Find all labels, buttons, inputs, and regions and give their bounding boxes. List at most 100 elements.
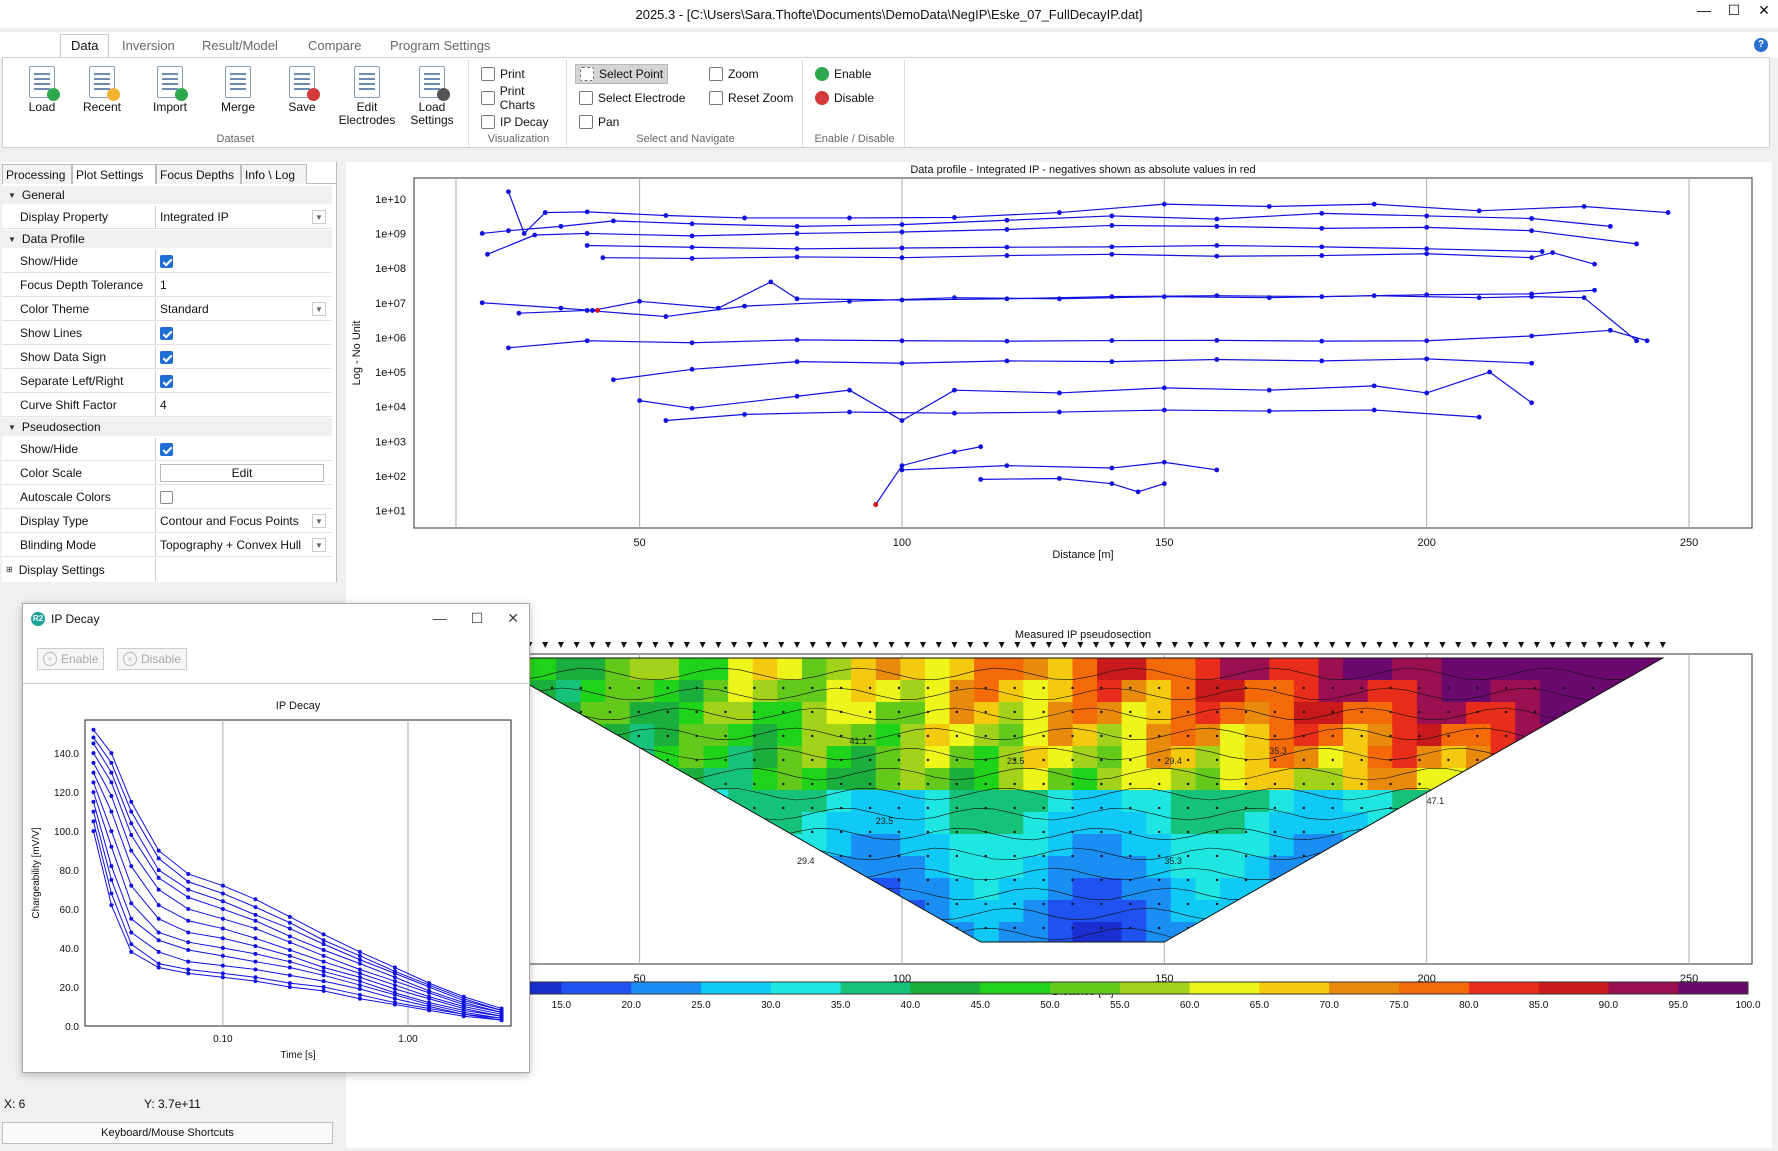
zoom-button[interactable]: Zoom	[705, 64, 763, 84]
electrode-marker	[668, 642, 675, 648]
recent-button[interactable]: Recent	[73, 66, 131, 114]
profile-series-line	[587, 244, 1543, 253]
chevron-down-icon[interactable]: ▼	[312, 210, 326, 224]
profile-y-tick: 1e+05	[375, 367, 406, 379]
contour-cell	[728, 724, 754, 747]
ip-decay-point	[129, 942, 134, 947]
contour-cell	[900, 724, 926, 747]
focus-point	[839, 782, 843, 786]
tab-compare[interactable]: Compare	[308, 38, 362, 53]
ip-decay-button[interactable]: IP Decay	[477, 112, 552, 132]
tab-plot-settings[interactable]: Plot Settings	[72, 164, 156, 184]
close-icon[interactable]: ✕	[507, 610, 519, 626]
select-electrode-button[interactable]: Select Electrode	[575, 88, 689, 108]
contour-cell	[1490, 658, 1517, 681]
ps-show-hide-checkbox[interactable]	[160, 442, 173, 456]
ip-decay-toolbar: + Enable × Disable	[23, 634, 529, 684]
load-button[interactable]: Load	[13, 66, 71, 114]
edit-electrodes-button[interactable]: Edit Electrodes	[338, 66, 396, 127]
color-scale-edit-button[interactable]: Edit	[160, 464, 324, 482]
focus-point	[1244, 854, 1248, 858]
select-point-button[interactable]: Select Point	[575, 64, 669, 84]
print-charts-button[interactable]: Print Charts	[477, 84, 566, 112]
minimize-icon[interactable]: —	[1697, 2, 1711, 18]
focus-point	[1129, 854, 1132, 858]
save-button[interactable]: Save	[273, 66, 331, 114]
chevron-down-icon[interactable]: ▼	[312, 538, 326, 552]
ip-decay-chart[interactable]: IP Decay 0.10 1.00 0.0 20.0 40.0 60.0 80.0 100.0…	[23, 684, 529, 1072]
disable-button[interactable]: Disable	[811, 88, 878, 108]
focus-point	[984, 734, 987, 738]
tab-info-log[interactable]: Info \ Log	[241, 164, 307, 184]
tab-inversion[interactable]: Inversion	[122, 38, 175, 53]
merge-button[interactable]: Merge	[209, 66, 267, 114]
print-button[interactable]: Print	[477, 64, 529, 84]
ip-decay-point	[287, 973, 292, 978]
focus-depth-tolerance-label: Focus Depth Tolerance	[2, 274, 156, 296]
display-property-dropdown[interactable]: Integrated IP ▼	[156, 206, 332, 228]
ip-enable-button[interactable]: + Enable	[37, 648, 105, 670]
maximize-icon[interactable]: ☐	[1727, 2, 1741, 18]
focus-point	[1215, 710, 1219, 714]
tab-processing[interactable]: Processing	[2, 164, 72, 184]
pan-button[interactable]: Pan	[575, 112, 623, 132]
maximize-icon[interactable]: ☐	[470, 610, 484, 626]
profile-data-point	[1592, 261, 1597, 267]
profile-data-point	[1529, 400, 1535, 406]
focus-point	[868, 806, 872, 810]
contour-cell	[1023, 768, 1049, 791]
tab-focus-depths[interactable]: Focus Depths	[156, 164, 241, 184]
chevron-down-icon[interactable]: ▼	[312, 514, 326, 528]
profile-data-point	[637, 298, 643, 304]
reset-zoom-button[interactable]: Reset Zoom	[705, 88, 797, 108]
ip-decay-point	[109, 751, 114, 756]
focus-point	[1389, 806, 1392, 810]
help-icon[interactable]: ?	[1754, 38, 1768, 52]
section-pseudosection[interactable]: ▼ Pseudosection	[2, 418, 332, 436]
autoscale-colors-checkbox[interactable]	[160, 490, 173, 504]
display-type-dropdown[interactable]: Contour and Focus Points ▼	[156, 510, 332, 532]
section-general[interactable]: ▼ General	[2, 186, 332, 204]
import-button[interactable]: Import	[141, 66, 199, 114]
close-icon[interactable]: ✕	[1758, 2, 1770, 18]
row-display-settings[interactable]: ⊞ Display Settings	[2, 558, 332, 581]
ip-decay-point	[321, 988, 326, 993]
ip-decay-point	[253, 905, 258, 910]
curve-shift-factor-input[interactable]: 4	[160, 398, 167, 412]
disable-icon	[815, 91, 829, 105]
data-profile-chart[interactable]: Data profile - Integrated IP - negatives…	[346, 162, 1772, 622]
focus-point	[1186, 710, 1190, 714]
ip-disable-button[interactable]: × Disable	[117, 648, 188, 670]
pseudosection-chart[interactable]: Measured IP pseudosection50100150200250D…	[346, 622, 1772, 1148]
contour-cell	[826, 790, 853, 813]
contour-cell	[1047, 702, 1074, 725]
color-theme-dropdown[interactable]: Standard ▼	[156, 298, 332, 320]
electrode-marker	[1250, 642, 1257, 648]
section-data-profile[interactable]: ▼ Data Profile	[2, 230, 332, 248]
show-data-sign-checkbox[interactable]	[160, 350, 173, 364]
contour-cell	[851, 790, 877, 813]
contour-cell	[875, 658, 902, 681]
show-hide-checkbox[interactable]	[160, 254, 173, 268]
focus-point	[868, 782, 872, 786]
separate-left-right-checkbox[interactable]	[160, 374, 173, 388]
tab-data[interactable]: Data	[60, 34, 110, 57]
load-settings-icon	[419, 66, 450, 101]
row-display-property: Display Property Integrated IP ▼	[2, 206, 332, 229]
show-lines-checkbox[interactable]	[160, 326, 173, 340]
contour-cell	[555, 658, 582, 681]
enable-button[interactable]: Enable	[811, 64, 875, 84]
blinding-mode-dropdown[interactable]: Topography + Convex Hull ▼	[156, 534, 332, 556]
contour-cell	[826, 812, 853, 835]
focus-depth-tolerance-input[interactable]: 1	[160, 278, 167, 292]
tab-program-settings[interactable]: Program Settings	[390, 38, 491, 53]
electrode-marker	[1518, 642, 1525, 648]
ip-decay-point	[156, 903, 161, 908]
focus-point	[695, 686, 698, 690]
keyboard-shortcuts-button[interactable]: Keyboard/Mouse Shortcuts	[2, 1122, 333, 1144]
chevron-down-icon[interactable]: ▼	[312, 302, 326, 316]
tab-result-model[interactable]: Result/Model	[202, 38, 278, 53]
load-settings-button[interactable]: Load Settings	[403, 66, 461, 127]
minimize-icon[interactable]: —	[432, 610, 447, 626]
profile-data-point	[1004, 253, 1010, 258]
